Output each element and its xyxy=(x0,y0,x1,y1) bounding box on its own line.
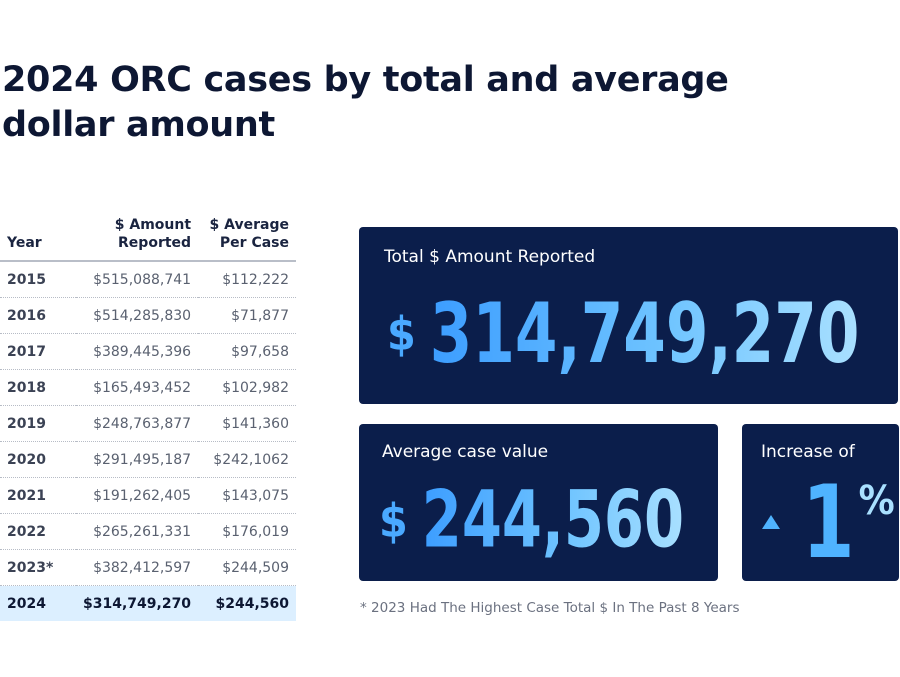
year-cell: 2016 xyxy=(0,297,76,334)
table-row: 2021 $191,262,405 $143,075 xyxy=(0,477,296,514)
year-cell: 2017 xyxy=(0,333,76,370)
average-cell: $97,658 xyxy=(198,333,296,370)
average-cell: $244,560 xyxy=(198,585,296,621)
amount-cell: $314,749,270 xyxy=(76,585,199,621)
average-case-figure: $ 244,560 xyxy=(379,468,684,574)
amount-cell: $165,493,452 xyxy=(76,369,199,406)
average-cell: $141,360 xyxy=(198,405,296,442)
table-row: 2018 $165,493,452 $102,982 xyxy=(0,369,296,406)
average-cell: $102,982 xyxy=(198,369,296,406)
footnote: * 2023 Had The Highest Case Total $ In T… xyxy=(360,600,740,616)
table-row: 2020 $291,495,187 $242,1062 xyxy=(0,441,296,478)
amount-cell: $514,285,830 xyxy=(76,297,199,334)
average-cell: $242,1062 xyxy=(198,441,296,478)
table-row: 2022 $265,261,331 $176,019 xyxy=(0,513,296,550)
average-cell: $143,075 xyxy=(198,477,296,514)
year-cell: 2015 xyxy=(0,261,76,298)
average-case-value: 244,560 xyxy=(421,475,685,567)
average-cell: $244,509 xyxy=(198,549,296,586)
up-arrow-icon xyxy=(762,515,780,529)
table-row: 2017 $389,445,396 $97,658 xyxy=(0,333,296,370)
average-cell: $71,877 xyxy=(198,297,296,334)
total-currency-symbol: $ xyxy=(387,307,416,361)
table-body: 2015 $515,088,741 $112,222 2016 $514,285,830… xyxy=(0,261,296,621)
amount-cell: $515,088,741 xyxy=(76,261,199,298)
average-case-label: Average case value xyxy=(382,442,549,462)
amount-cell: $265,261,331 xyxy=(76,513,199,550)
table-row: 2019 $248,763,877 $141,360 xyxy=(0,405,296,442)
increase-card: Increase of 1 % xyxy=(742,424,899,581)
total-amount-label: Total $ Amount Reported xyxy=(384,247,596,267)
total-amount-value: 314,749,270 xyxy=(429,285,860,383)
average-currency-symbol: $ xyxy=(379,494,408,548)
average-cell: $112,222 xyxy=(198,261,296,298)
year-cell: 2019 xyxy=(0,405,76,442)
year-cell: 2022 xyxy=(0,513,76,550)
amount-cell: $291,495,187 xyxy=(76,441,199,478)
table-row: 2023* $382,412,597 $244,509 xyxy=(0,549,296,586)
year-cell: 2020 xyxy=(0,441,76,478)
table-header-row: Year $ Amount Reported $ Average Per Cas… xyxy=(0,216,296,262)
increase-figure: 1 % xyxy=(762,463,895,581)
increase-value: 1 xyxy=(802,463,855,581)
header-amount-reported: $ Amount Reported xyxy=(76,216,199,262)
amount-cell: $389,445,396 xyxy=(76,333,199,370)
table-row: 2016 $514,285,830 $71,877 xyxy=(0,297,296,334)
year-cell: 2023* xyxy=(0,549,76,586)
average-cell: $176,019 xyxy=(198,513,296,550)
percent-sign: % xyxy=(858,478,895,524)
year-cell: 2024 xyxy=(0,585,76,621)
amount-cell: $382,412,597 xyxy=(76,549,199,586)
total-amount-card: Total $ Amount Reported $ 314,749,270 xyxy=(359,227,898,404)
increase-label: Increase of xyxy=(761,442,855,462)
year-cell: 2018 xyxy=(0,369,76,406)
amount-cell: $248,763,877 xyxy=(76,405,199,442)
year-cell: 2021 xyxy=(0,477,76,514)
table-row: 2015 $515,088,741 $112,222 xyxy=(0,261,296,298)
orc-cases-table: Year $ Amount Reported $ Average Per Cas… xyxy=(0,216,296,621)
amount-cell: $191,262,405 xyxy=(76,477,199,514)
average-case-card: Average case value $ 244,560 xyxy=(359,424,718,581)
page-title: 2024 ORC cases by total and average doll… xyxy=(2,60,729,145)
total-amount-figure: $ 314,749,270 xyxy=(387,275,859,393)
table-row: 2024 $314,749,270 $244,560 xyxy=(0,585,296,621)
header-average-per-case: $ Average Per Case xyxy=(198,216,296,262)
header-year: Year xyxy=(0,216,76,262)
